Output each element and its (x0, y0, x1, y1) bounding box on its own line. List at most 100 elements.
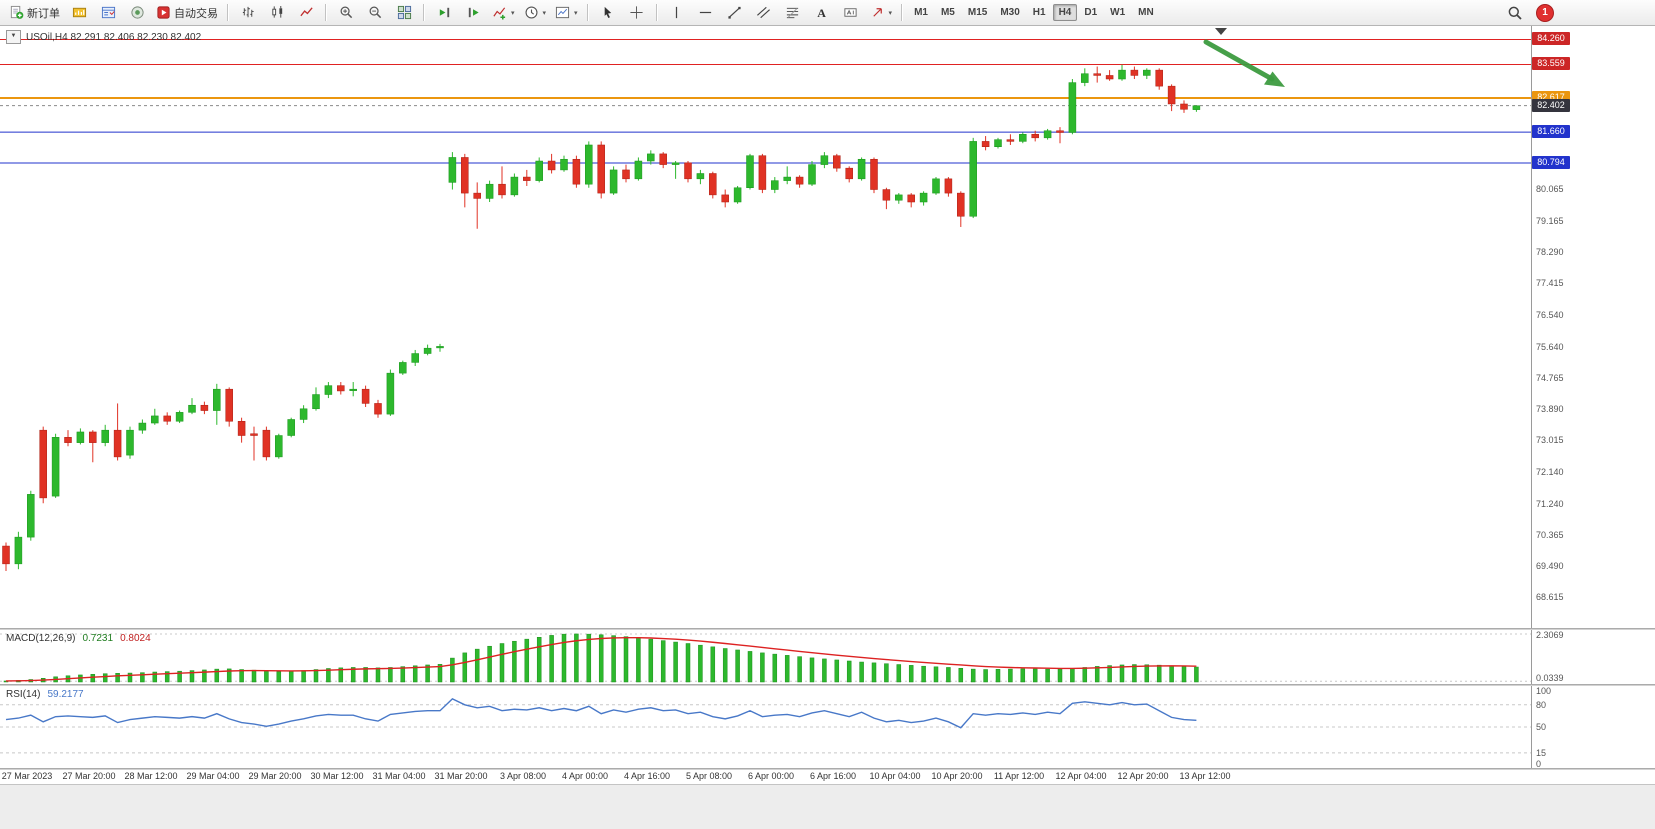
rsi-axis[interactable]: 100 80 50 15 0 (1531, 686, 1655, 769)
macd-scale-min-label: 0.0339 (1536, 673, 1564, 683)
navigator-icon (130, 6, 144, 19)
chart-profiles-button[interactable] (65, 1, 93, 25)
horizontal-line-tool-button[interactable] (692, 1, 720, 25)
timeframe-m1-button[interactable]: M1 (914, 7, 928, 18)
candlestick (758, 155, 767, 190)
macd-histogram-bar (834, 659, 840, 683)
panel-separator[interactable] (0, 628, 1655, 630)
rsi-plot[interactable] (0, 686, 1531, 768)
candlestick (101, 429, 109, 443)
candlestick (213, 388, 221, 411)
tile-windows-icon (397, 5, 411, 20)
candlestick (1180, 103, 1188, 110)
fibonacci-tool-button[interactable] (779, 1, 807, 25)
macd-histogram-bar (698, 644, 703, 683)
text-label-tool-button[interactable] (837, 1, 865, 25)
candlestick-type-button[interactable] (263, 1, 291, 25)
candlestick (163, 415, 171, 422)
rsi-panel: 100 80 50 15 0 RSI(14) 59.2177 (0, 686, 1655, 769)
macd-axis[interactable]: 2.3069 0.0339 (1531, 630, 1655, 684)
timeframe-w1-button[interactable]: W1 (1110, 7, 1126, 18)
time-axis-label: 27 Mar 2023 (1, 771, 53, 781)
macd-histogram-bar (102, 673, 108, 683)
candlestick (1130, 69, 1139, 76)
cursor-button[interactable] (594, 1, 622, 25)
search-button[interactable] (1501, 1, 1529, 25)
candlestick (76, 431, 85, 443)
crosshair-button[interactable] (623, 1, 651, 25)
one-click-trading-toggle-icon[interactable]: ▼ (6, 30, 21, 44)
candlestick (957, 192, 965, 217)
panel-separator[interactable] (0, 768, 1655, 770)
chart-shift-button[interactable] (459, 1, 487, 25)
channel-tool-button[interactable] (750, 1, 778, 25)
timeframe-h1-button[interactable]: H1 (1032, 7, 1046, 18)
trend-arrow-annotation[interactable] (1203, 39, 1275, 82)
chart-shift-marker-icon[interactable] (1215, 28, 1227, 35)
text-tool-button[interactable]: A (808, 1, 836, 25)
toolbar-separator (325, 4, 327, 21)
notification-badge[interactable]: 1 (1536, 3, 1554, 22)
autotrading-button[interactable]: 自动交易 (152, 1, 222, 25)
candlestick (113, 429, 122, 458)
vertical-line-tool-button[interactable] (663, 1, 691, 25)
candlestick (1118, 69, 1126, 80)
navigator-button[interactable] (123, 1, 151, 25)
bar-chart-type-button[interactable] (234, 1, 262, 25)
time-axis[interactable]: 27 Mar 2023 27 Mar 20:00 28 Mar 12:00 29 Ma… (0, 770, 1655, 784)
candlestick (250, 433, 258, 436)
candlestick (287, 419, 295, 436)
timeframe-m15-button[interactable]: M15 (967, 7, 988, 18)
tile-windows-button[interactable] (390, 1, 418, 25)
price-axis[interactable]: 80.065 79.165 78.290 77.415 76.540 75.640 74.7… (1531, 26, 1655, 628)
candlestick (535, 160, 543, 181)
macd-histogram-bar (226, 668, 232, 683)
macd-histogram-bar (760, 652, 765, 683)
macd-plot[interactable] (0, 630, 1531, 684)
timeframe-h4-button[interactable]: H4 (1052, 4, 1078, 21)
price-axis-label: 79.165 (1536, 216, 1564, 227)
price-axis-label: 72.140 (1536, 466, 1564, 477)
market-watch-button[interactable] (94, 1, 122, 25)
periods-button[interactable]: ▾ (520, 1, 551, 25)
time-axis-label: 3 Apr 08:00 (499, 771, 547, 781)
dropdown-caret-icon[interactable]: ▾ (511, 9, 515, 17)
macd-histogram-bar (710, 646, 716, 683)
text-label-icon (844, 8, 857, 17)
dropdown-caret-icon[interactable]: ▾ (542, 9, 547, 17)
zoom-out-button[interactable] (361, 1, 389, 25)
macd-histogram-bar (140, 672, 145, 683)
price-axis-label: 77.415 (1536, 278, 1564, 289)
zoom-in-button[interactable] (332, 1, 360, 25)
autotrading-icon (157, 6, 170, 19)
macd-histogram-bar (189, 670, 195, 683)
macd-histogram-bar (524, 638, 530, 683)
timeframe-mn-button[interactable]: MN (1138, 7, 1154, 18)
macd-histogram-bar (450, 657, 455, 683)
timeframe-m30-button[interactable]: M30 (1000, 7, 1020, 18)
bar-chart-type-icon (242, 6, 254, 18)
new-order-button[interactable]: 新订单 (5, 1, 64, 25)
bottom-filler (0, 784, 1655, 829)
candlestick (671, 162, 680, 165)
main-chart-plot[interactable] (0, 26, 1531, 628)
panel-separator[interactable] (0, 684, 1655, 686)
indicators-button[interactable]: ▾ (488, 1, 519, 25)
timeframe-m5-button[interactable]: M5 (940, 7, 955, 18)
price-axis-label: 75.640 (1536, 341, 1564, 352)
macd-histogram-bar (549, 635, 554, 683)
candlestick (547, 160, 556, 171)
templates-button[interactable]: ▾ (551, 1, 582, 25)
dropdown-caret-icon[interactable]: ▾ (574, 9, 578, 17)
candlestick (411, 353, 419, 363)
candlestick (275, 435, 283, 458)
candlestick (473, 192, 481, 199)
timeframe-d1-button[interactable]: D1 (1084, 7, 1098, 18)
dropdown-caret-icon[interactable]: ▾ (888, 9, 893, 17)
trendline-tool-button[interactable] (721, 1, 749, 25)
line-chart-type-button[interactable] (292, 1, 320, 25)
auto-scroll-button[interactable] (430, 1, 458, 25)
time-axis-label: 31 Mar 04:00 (372, 771, 426, 781)
arrows-tool-button[interactable]: ▾ (866, 1, 897, 25)
macd-histogram-bar (1094, 666, 1100, 683)
